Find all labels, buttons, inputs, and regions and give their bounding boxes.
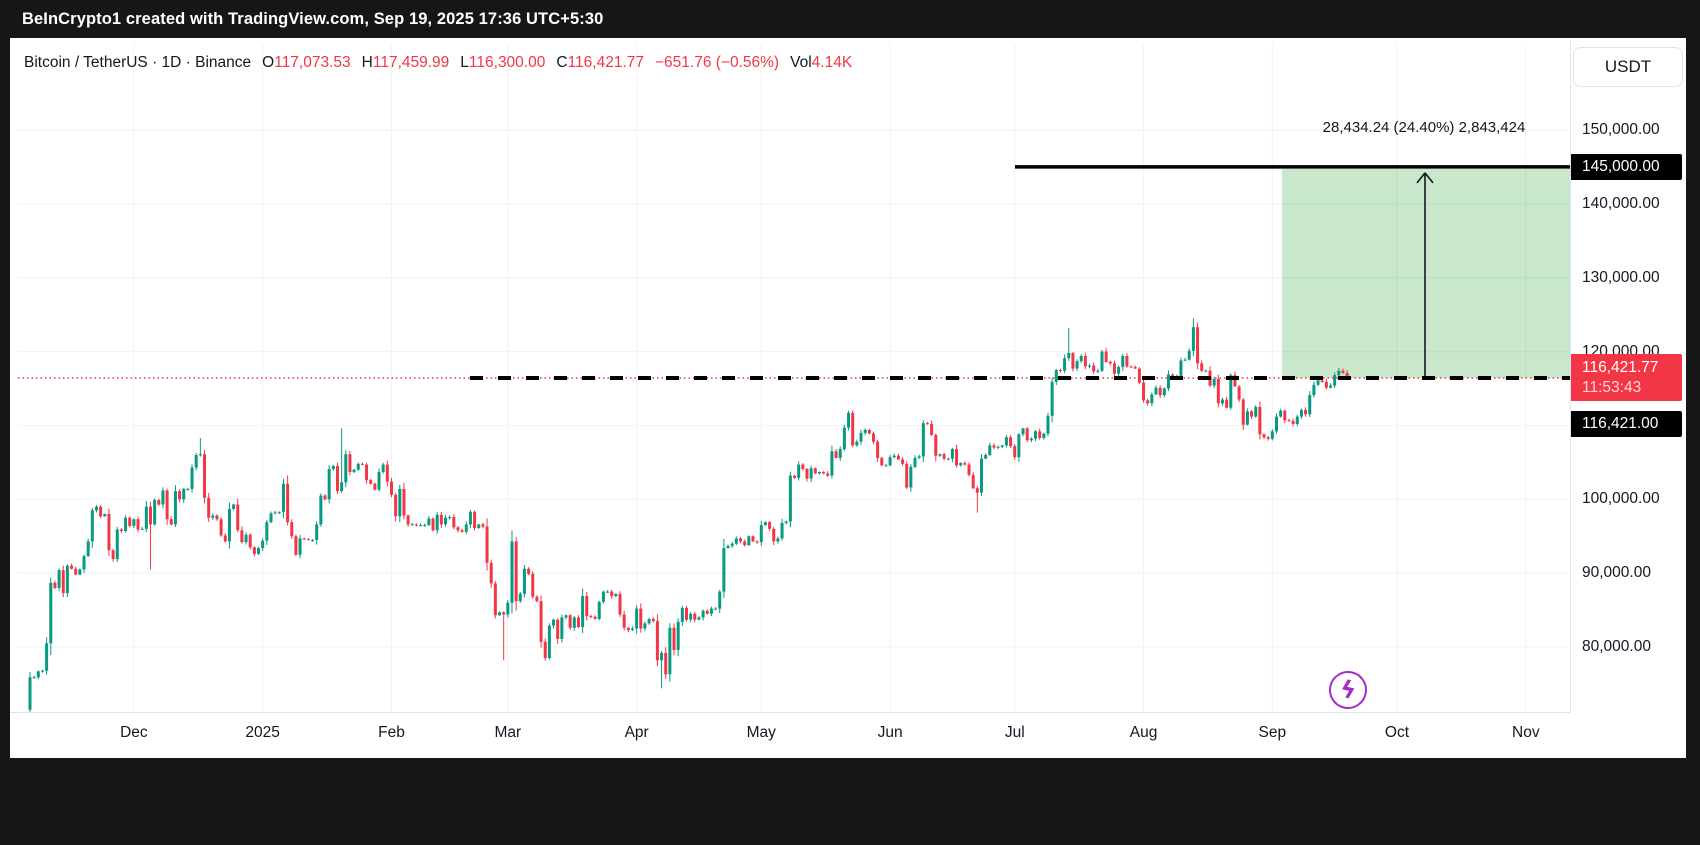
- ohlc-field-l: L 116,300.00: [460, 54, 546, 71]
- time-tick-label: Sep: [1258, 724, 1287, 741]
- price-axis-separator: [1570, 40, 1571, 712]
- last-price-label: 116,421.77 11:53:43: [1570, 353, 1682, 401]
- time-tick-label: Jun: [877, 724, 903, 741]
- currency-toggle-button[interactable]: USDT: [1573, 47, 1683, 87]
- time-tick-label: Nov: [1512, 724, 1540, 741]
- ohlc-field-o: O 117,073.53: [262, 54, 351, 71]
- time-tick-label: Apr: [624, 724, 649, 741]
- time-tick-label: May: [746, 724, 776, 741]
- ohlc-field-h: H 117,459.99: [361, 54, 450, 71]
- attribution-text: BeInCrypto1 created with TradingView.com…: [22, 10, 604, 28]
- attribution-bar: BeInCrypto1 created with TradingView.com…: [0, 0, 1700, 38]
- time-tick-label: Mar: [494, 724, 522, 741]
- projection-annotation: 28,434.24 (24.40%) 2,843,424: [1322, 119, 1526, 136]
- change-readout: −651.76 (−0.56%): [655, 54, 780, 71]
- time-tick-label: Aug: [1129, 724, 1158, 741]
- ohlc-field-c: C 116,421.77: [556, 54, 644, 71]
- time-axis-separator: [10, 712, 1570, 713]
- chart-canvas[interactable]: [10, 38, 1686, 758]
- price-tick-label: 140,000.00: [1582, 194, 1660, 212]
- price-chart[interactable]: [10, 38, 1686, 758]
- volume-readout: Vol 4.14K: [790, 54, 853, 71]
- target-price-label: 145,000.00: [1570, 153, 1682, 180]
- time-tick-label: Jul: [1004, 724, 1025, 741]
- prev-close-label: 116,421.00: [1570, 410, 1682, 437]
- chart-frame: [10, 38, 1686, 758]
- price-tick-label: 100,000.00: [1582, 490, 1660, 508]
- ohlc-readout: Bitcoin / TetherUS · 1D · Binance O 117,0…: [24, 53, 852, 73]
- price-tick-label: 130,000.00: [1582, 268, 1660, 286]
- footer-bar: TradingView: [0, 758, 1700, 845]
- price-tick-label: 80,000.00: [1582, 637, 1651, 655]
- bar-countdown: 11:53:43: [1582, 378, 1642, 396]
- time-tick-label: Oct: [1384, 724, 1410, 741]
- time-tick-label: Feb: [378, 724, 405, 741]
- price-tick-label: 90,000.00: [1582, 564, 1651, 582]
- price-tick-label: 150,000.00: [1582, 121, 1660, 138]
- time-tick-label: 2025: [245, 724, 280, 741]
- last-price-value: 116,421.77: [1582, 358, 1659, 376]
- ohlc-fields: O 117,073.53 H 117,459.99 L 116,300.00 C 116,42…: [262, 54, 644, 72]
- symbol-title: Bitcoin / TetherUS · 1D · Binance: [24, 54, 252, 71]
- time-tick-label: Dec: [120, 724, 148, 741]
